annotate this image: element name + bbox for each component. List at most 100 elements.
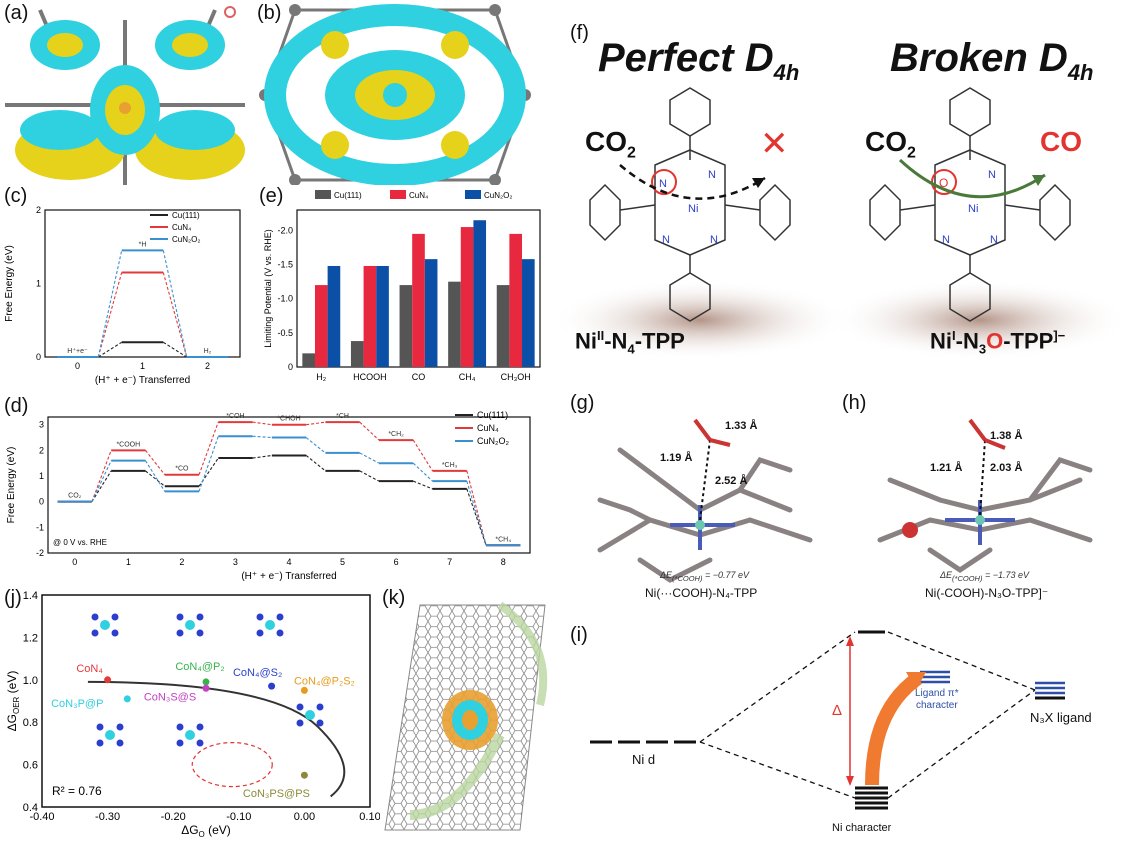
connector: [162, 272, 188, 358]
bar: [302, 353, 315, 367]
x-tick-label: 2: [205, 361, 210, 371]
point-label: CoN₄@S₂: [233, 667, 282, 679]
connector: [252, 421, 272, 426]
bar: [424, 259, 438, 367]
title-broken-d4h: Broken D4h: [890, 36, 1094, 85]
svg-text:O: O: [939, 176, 948, 190]
distance-g-2: 1.19 Å: [660, 452, 693, 464]
x-tick-label: 3: [233, 557, 238, 567]
bar: [473, 220, 487, 367]
molecule-glyph: [91, 629, 99, 637]
connector: [145, 450, 166, 476]
step-label: *CH₄: [495, 536, 511, 543]
point-label: CoN₄@P₂S₂: [294, 675, 355, 687]
panel-b: (b): [255, 0, 535, 186]
label-delta: Δ: [832, 702, 843, 719]
x-tick-label: -0.40: [29, 811, 54, 823]
y-tick-label: -2: [36, 548, 44, 558]
svg-text:N: N: [708, 169, 716, 181]
energy-g: ΔE(*COOH) = −0.77 eV: [660, 570, 750, 583]
chart-j: -0.40 -0.30 -0.20 -0.10 0.00 0.10 0.4 0.6 0.8 1.0…: [5, 590, 381, 839]
y-tick-label: 0: [36, 352, 41, 362]
energy-h: ΔE(*COOH) = −1.73 eV: [940, 570, 1030, 583]
highlight-ellipse: [191, 742, 273, 788]
plot-frame: [41, 594, 371, 808]
x-tick-label: 0.10: [359, 811, 380, 823]
connector: [145, 460, 166, 492]
panel-h: (h) 1.38 Å 1.21 Å 2.03 Å ΔE(*COOH) = −1.…: [840, 390, 1126, 605]
molecule-glyph: [116, 739, 124, 747]
molecule-glyph: [176, 629, 184, 637]
point-label: CoN₃PS@PS: [243, 788, 310, 800]
title-perfect-d4h: Perfect D4h: [598, 36, 800, 85]
x-tick-label: 8: [501, 557, 506, 567]
connector: [198, 421, 219, 475]
molecule-glyph: [96, 739, 104, 747]
y-tick-label: 2: [39, 445, 44, 455]
x-tick-label: -0.10: [226, 811, 251, 823]
step-label: CO₂: [68, 493, 82, 500]
connector: [162, 250, 188, 358]
label-ni-character: Ni character: [832, 822, 892, 834]
connector: [145, 470, 166, 487]
step-label: *H: [139, 241, 147, 248]
connector: [359, 452, 380, 464]
molecule-glyph: [276, 613, 284, 621]
connector: [466, 480, 487, 546]
connector: [466, 470, 487, 546]
molecule-glyph: [196, 613, 204, 621]
y-axis-label: Free Energy (eV): [4, 245, 15, 322]
molecule-glyph: [196, 739, 204, 747]
y-tick-label: 0.6: [23, 760, 38, 772]
connector: [412, 439, 433, 472]
connector: [305, 437, 326, 454]
molecule-h: [877, 418, 1093, 574]
x-tick-label: 0: [72, 557, 77, 567]
panel-label-c: (c): [4, 185, 28, 207]
legend-label: Cu(111): [334, 191, 362, 200]
panel-label-i: (i): [570, 624, 588, 646]
x-tick-label: 0.00: [294, 811, 315, 823]
panel-c: (c) 0 1 2 0 1 2 (H⁺ + e⁻) Transferred Free Ener…: [0, 185, 255, 395]
x-tick-label: -0.30: [95, 811, 120, 823]
formula-left: NiII-N4-TPP: [575, 328, 685, 357]
legend-label: CuN₄: [409, 191, 428, 200]
panel-k: (k): [380, 585, 555, 837]
data-point: [202, 678, 210, 686]
x-tick-label: H₂: [316, 372, 326, 382]
molecule-glyph: [176, 613, 184, 621]
label-n3x: N₃X ligand: [1030, 710, 1092, 725]
molecule-glyph: [305, 710, 315, 720]
step-label: *CH₃: [442, 462, 458, 469]
molecule-glyph: [176, 739, 184, 747]
data-point: [202, 684, 210, 692]
panel-f: (f) Perfect D4h Broken D4h Ni Ni N: [560, 0, 1126, 380]
molecule-glyph: [96, 723, 104, 731]
svg-text:N: N: [710, 234, 718, 246]
svg-text:Ni: Ni: [688, 203, 698, 215]
connector: [91, 460, 112, 502]
graphene-model: [384, 601, 548, 831]
panel-label-f: (f): [570, 22, 589, 44]
x-tick-label: 2: [179, 557, 184, 567]
molecule-glyph: [111, 613, 119, 621]
molecule-glyph: [256, 613, 264, 621]
step-label: H⁺+e⁻: [67, 347, 88, 355]
label-ni-d: Ni d: [632, 752, 656, 767]
y-tick-label: -1: [36, 522, 44, 532]
connector: [97, 272, 123, 358]
bar: [460, 227, 474, 367]
step-label: H₂: [204, 348, 212, 355]
co2-left: CO2: [585, 126, 636, 162]
y-tick-label: 1.4: [23, 590, 38, 602]
panel-a: (a): [0, 0, 250, 185]
bar: [412, 233, 425, 367]
svg-text:N: N: [659, 178, 667, 190]
x-tick-label: -0.20: [161, 811, 186, 823]
molecule-g: [597, 418, 813, 583]
x-tick-label: CH₃OH: [501, 372, 531, 382]
x-tick-label: CH₄: [459, 372, 476, 382]
legend-label: CuN₂O₂: [477, 436, 509, 446]
label-ligand-pi: Ligand π*: [915, 688, 959, 699]
bar: [376, 265, 389, 367]
